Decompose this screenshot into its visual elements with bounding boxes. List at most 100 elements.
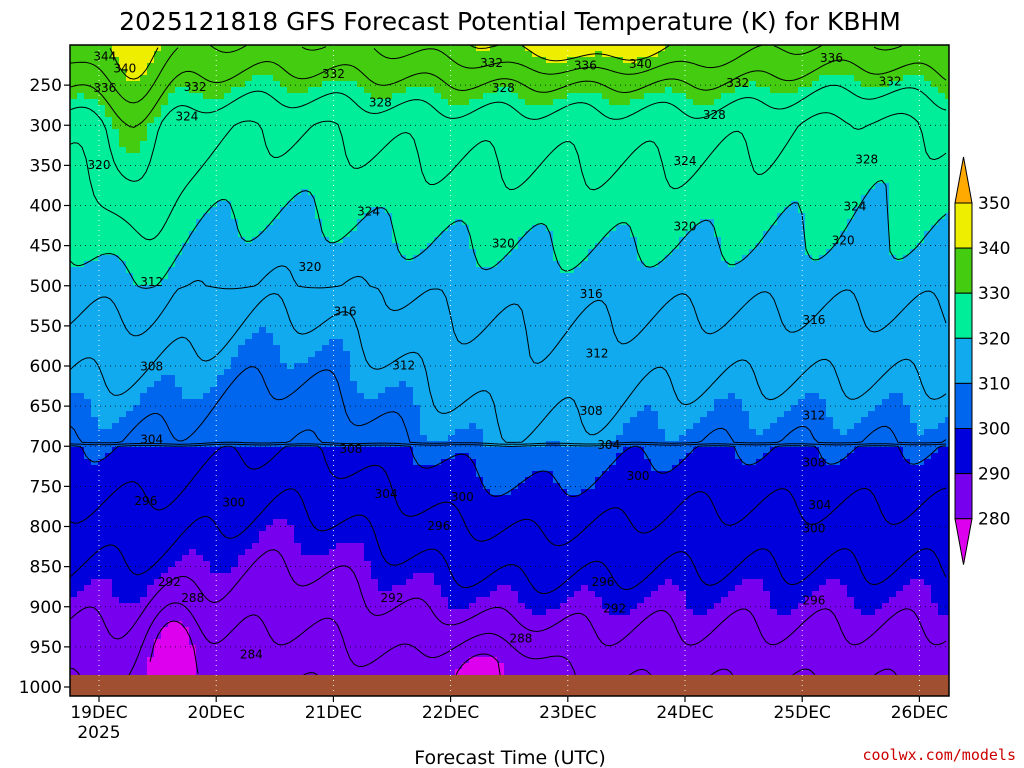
y-tick-label: 500 (30, 277, 62, 297)
contour-label: 332 (322, 67, 345, 81)
contour-label: 308 (340, 442, 363, 456)
colorbar-segment (954, 247, 973, 294)
colorbar-label: 340 (978, 239, 1010, 259)
colorbar-label: 320 (978, 329, 1010, 349)
contour-label: 296 (427, 519, 450, 533)
contour-label: 284 (240, 647, 263, 661)
contour-label: 292 (381, 591, 404, 605)
contour-label: 324 (175, 110, 198, 124)
contour-label: 336 (93, 81, 116, 95)
y-tick-label: 250 (30, 76, 62, 96)
contour-label: 316 (334, 305, 357, 319)
y-tick-label: 600 (30, 357, 62, 377)
colorbar: 350 340 330 320 310 300 290 280 (954, 156, 1010, 565)
contour-label: 332 (184, 80, 207, 94)
contour-label: 296 (134, 494, 157, 508)
y-tick-label: 800 (30, 518, 62, 538)
contour-label: 336 (820, 51, 843, 65)
contour-label: 300 (451, 490, 474, 504)
chart-title: 2025121818 GFS Forecast Potential Temper… (119, 7, 901, 36)
colorbar-segment (954, 428, 973, 475)
contour-label: 328 (369, 95, 392, 109)
contour-label: 308 (580, 404, 603, 418)
contour-label: 312 (140, 275, 163, 289)
contour-label: 304 (808, 498, 831, 512)
contour-label: 340 (629, 57, 652, 71)
contour-label: 316 (802, 313, 825, 327)
ground-band (70, 674, 949, 696)
colorbar-label: 290 (978, 465, 1010, 485)
x-tick-label: 21DEC (305, 703, 362, 723)
colorbar-segment (954, 337, 973, 384)
colorbar-segment (954, 473, 973, 520)
y-tick-label: 700 (30, 437, 62, 457)
y-tick-label: 450 (30, 237, 62, 257)
contour-label: 316 (580, 287, 603, 301)
contour-label: 332 (879, 74, 902, 88)
colorbar-bottom-arrow (954, 518, 973, 565)
contour-label: 304 (597, 438, 620, 452)
contour-label: 300 (627, 469, 650, 483)
contour-label: 308 (802, 456, 825, 470)
contour-label: 312 (586, 346, 609, 360)
contour-lines (70, 45, 947, 688)
contour-label: 288 (181, 591, 204, 605)
contour-label: 300 (222, 496, 245, 510)
contour-label: 324 (357, 204, 380, 218)
colorbar-segment (954, 382, 973, 429)
credit-text[interactable]: coolwx.com/models (862, 746, 1016, 764)
contour-label: 296 (592, 575, 615, 589)
contour-label: 320 (299, 260, 322, 274)
contour-label: 320 (832, 233, 855, 247)
y-tick-label: 350 (30, 156, 62, 176)
colorbar-label: 280 (978, 510, 1010, 530)
colorbar-label: 300 (978, 420, 1010, 440)
contour-label: 320 (492, 237, 515, 251)
contour-label: 312 (802, 408, 825, 422)
contour-label: 300 (802, 521, 825, 535)
contour-label: 344 (93, 50, 116, 64)
contour-label: 340 (113, 62, 136, 76)
colorbar-label: 330 (978, 284, 1010, 304)
colorbar-segment (954, 202, 973, 249)
x-tick-label: 26DEC (891, 703, 948, 723)
contour-label: 328 (855, 152, 878, 166)
contour-label: 324 (843, 200, 866, 214)
contour-label: 308 (140, 359, 163, 373)
x-tick-label: 23DEC (539, 703, 596, 723)
colorbar-top-arrow (954, 156, 973, 204)
y-tick-label: 750 (30, 477, 62, 497)
colorbar-label: 350 (978, 194, 1010, 214)
x-axis-label: Forecast Time (UTC) (414, 747, 605, 768)
x-tick-label: 19DEC (70, 703, 127, 723)
contour-label: 324 (674, 154, 697, 168)
y-tick-label: 400 (30, 197, 62, 217)
y-tick-label: 650 (30, 397, 62, 417)
x-tick-label: 20DEC (188, 703, 245, 723)
y-tick-label: 950 (30, 638, 62, 658)
colorbar-segment (954, 292, 973, 339)
x-tick-label: 25DEC (774, 703, 831, 723)
contour-label: 296 (802, 594, 825, 608)
y-axis: 250 300 350 400 450 500 550 600 650 700 750 800 850 9… (19, 76, 70, 698)
y-tick-label: 1000 (19, 678, 62, 698)
x-tick-label: 22DEC (422, 703, 479, 723)
contour-label: 288 (509, 631, 532, 645)
contour-label: 336 (574, 58, 597, 72)
contour-label: 292 (158, 575, 181, 589)
contour-label: 328 (492, 81, 515, 95)
contour-label: 312 (392, 359, 415, 373)
y-tick-label: 550 (30, 317, 62, 337)
contour-label: 304 (140, 432, 163, 446)
contour-label: 292 (603, 602, 626, 616)
contour-label: 304 (375, 487, 398, 501)
contour-label: 320 (674, 220, 697, 234)
y-tick-label: 900 (30, 598, 62, 618)
grid-lines (70, 45, 949, 696)
contour-label: 328 (703, 108, 726, 122)
contour-label: 320 (88, 158, 111, 172)
contour-label: 332 (726, 76, 749, 90)
